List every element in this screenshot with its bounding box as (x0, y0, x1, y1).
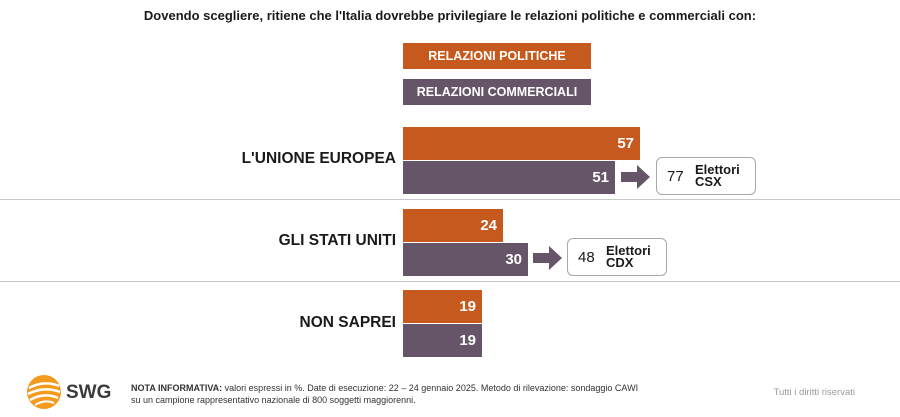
group-separator (0, 199, 900, 200)
arrow-right-icon (533, 246, 562, 270)
category-label-ue: L'UNIONE EUROPEA (241, 150, 396, 167)
bar-politiche: 24 (403, 209, 503, 242)
footer-note: NOTA INFORMATIVA: valori espressi in %. … (131, 383, 639, 405)
bar-value-label: 57 (617, 135, 634, 152)
bar-politiche: 57 (403, 127, 640, 160)
callout-elettori-cdx: 48 Elettori CDX (567, 238, 667, 276)
bar-value-label: 51 (592, 169, 609, 186)
arrow-right-icon (621, 165, 650, 189)
category-label-non-saprei: NON SAPREI (299, 314, 396, 331)
bar-commerciali: 30 (403, 243, 528, 276)
rights-reserved-text: Tutti i diritti riservati (773, 387, 855, 398)
bar-commerciali: 19 (403, 324, 482, 357)
bar-commerciali: 51 (403, 161, 615, 194)
legend-relazioni-politiche: RELAZIONI POLITICHE (403, 43, 591, 69)
bar-value-label: 24 (480, 217, 497, 234)
callout-label: Elettori CSX (695, 162, 740, 189)
callout-label: Elettori CDX (606, 243, 651, 270)
bar-value-label: 19 (459, 298, 476, 315)
legend-relazioni-commerciali: RELAZIONI COMMERCIALI (403, 79, 591, 105)
group-separator (0, 281, 900, 282)
swg-logo-text: SWG (66, 382, 112, 403)
swg-logo-icon (27, 375, 61, 409)
bar-value-label: 30 (505, 251, 522, 268)
callout-value: 48 (578, 248, 595, 266)
bar-value-label: 19 (459, 332, 476, 349)
callout-value: 77 (667, 167, 684, 185)
chart-title: Dovendo scegliere, ritiene che l'Italia … (143, 8, 757, 23)
callout-elettori-csx: 77 Elettori CSX (656, 157, 756, 195)
bar-politiche: 19 (403, 290, 482, 323)
category-label-usa: GLI STATI UNITI (278, 232, 396, 249)
